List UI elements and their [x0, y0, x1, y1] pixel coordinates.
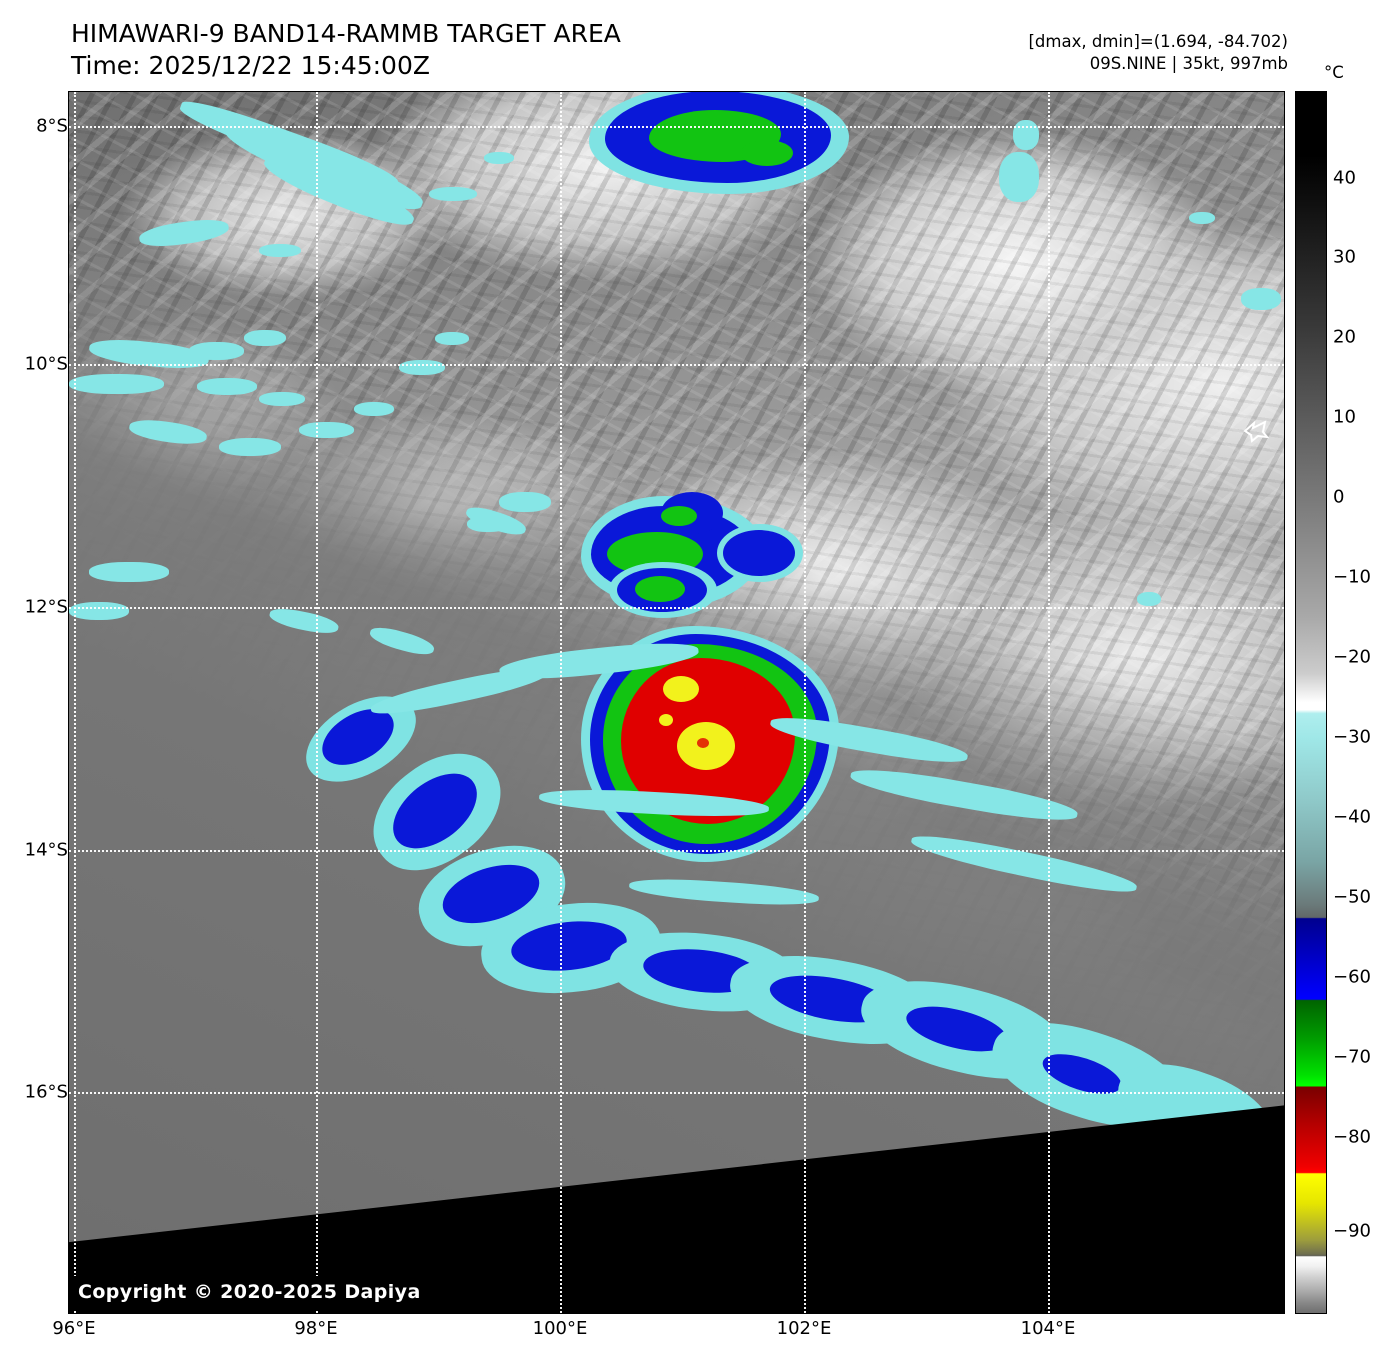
- colorbar-tick-label: −90: [1333, 1220, 1371, 1242]
- secondary-cell-tail: [717, 524, 803, 582]
- lat-tick-label: 8°S: [36, 115, 68, 137]
- timestamp-text: Time: 2025/12/22 15:45:00Z: [71, 51, 430, 80]
- page-title: HIMAWARI-9 BAND14-RAMMB TARGET AREA Time…: [71, 18, 621, 82]
- colorbar-gradient: [1296, 92, 1326, 1313]
- secondary-cell-lobe: [609, 562, 717, 618]
- colorbar-tick-label: −40: [1333, 806, 1371, 828]
- map-canvas: [69, 92, 1284, 1313]
- dminmax-text: [dmax, dmin]=(1.694, -84.702): [1028, 32, 1289, 51]
- lat-tick-label: 10°S: [24, 353, 68, 375]
- lat-tick-label: 14°S: [24, 839, 68, 861]
- colorbar-tick-label: 10: [1333, 406, 1356, 428]
- island-outline-icon: [1243, 420, 1270, 443]
- lon-tick-label: 100°E: [532, 1318, 588, 1339]
- lat-tick-label: 16°S: [24, 1081, 68, 1103]
- main-convective-cell: [581, 626, 839, 862]
- copyright-badge: Copyright © 2020-2025 Dapiya: [68, 1276, 433, 1309]
- northern-cell: [589, 92, 849, 194]
- lon-tick-label: 104°E: [1020, 1318, 1076, 1339]
- temperature-colorbar[interactable]: [1295, 91, 1327, 1314]
- colorbar-tick-label: 30: [1333, 246, 1356, 268]
- lon-tick-label: 102°E: [776, 1318, 832, 1339]
- storm-info-text: 09S.NINE | 35kt, 997mb: [1089, 54, 1288, 73]
- colorbar-tick-label: −60: [1333, 966, 1371, 988]
- colorbar-tick-label: 20: [1333, 326, 1356, 348]
- lon-tick-label: 98°E: [294, 1318, 338, 1339]
- colorbar-tick-label: −20: [1333, 646, 1371, 668]
- lon-tick-label: 96°E: [52, 1318, 96, 1339]
- colorbar-tick-label: −80: [1333, 1126, 1371, 1148]
- colorbar-tick-label: −70: [1333, 1046, 1371, 1068]
- colorbar-tick-label: 0: [1333, 486, 1345, 508]
- metadata-block: [dmax, dmin]=(1.694, -84.702) 09S.NINE |…: [1029, 31, 1289, 75]
- map-plot-area[interactable]: [68, 91, 1285, 1314]
- colorbar-tick-label: −50: [1333, 886, 1371, 908]
- title-text: HIMAWARI-9 BAND14-RAMMB TARGET AREA: [71, 19, 621, 48]
- colorbar-tick-label: −10: [1333, 566, 1371, 588]
- colorbar-tick-label: −30: [1333, 726, 1371, 748]
- lat-tick-label: 12°S: [24, 596, 68, 618]
- colorbar-unit-label: °C: [1324, 63, 1344, 82]
- colorbar-tick-label: 40: [1333, 167, 1356, 189]
